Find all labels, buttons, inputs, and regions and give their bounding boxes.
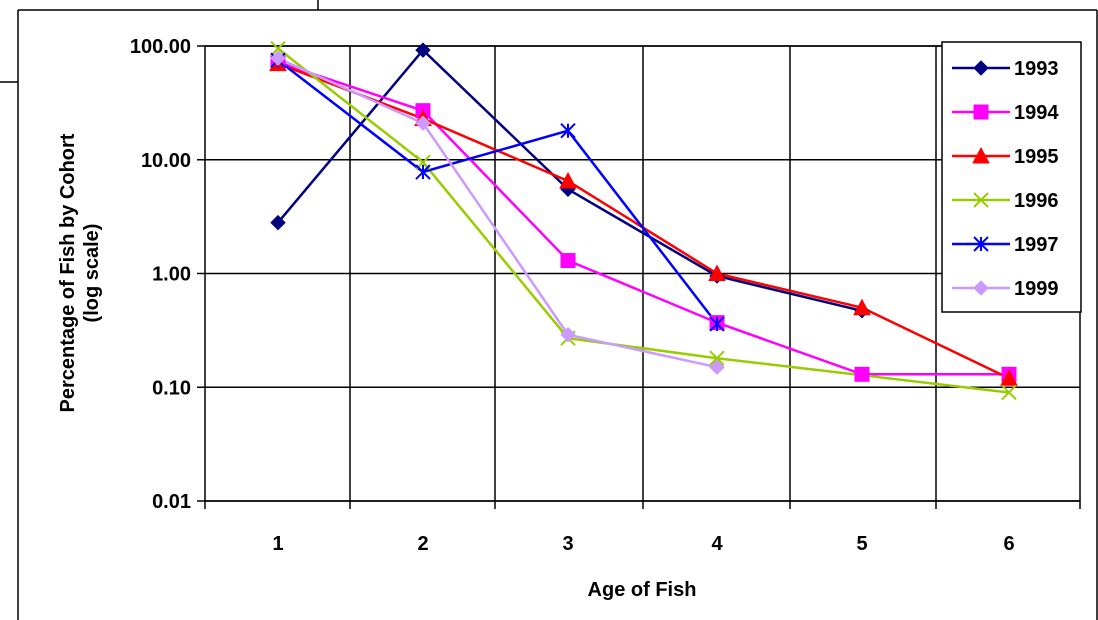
x-tick-label: 3 [562, 533, 573, 555]
y-axis-title-line1: Percentage of Fish by Cohort [57, 133, 79, 412]
data-point-1997 [415, 164, 431, 180]
legend-entries: 1993 1994 1995 1996 1997 1999 [952, 58, 1059, 300]
y-tick-label: 10.00 [141, 150, 191, 172]
series-markers [269, 40, 1018, 401]
legend-label-1999: 1999 [1014, 278, 1059, 300]
x-tick-label: 1 [272, 533, 283, 555]
data-point-1997 [560, 123, 576, 139]
legend-box [941, 41, 1082, 313]
legend-marker-1997 [973, 236, 989, 252]
legend-marker-1994 [973, 104, 989, 120]
x-tick-labels: 1 2 3 4 5 6 [272, 533, 1014, 555]
legend-label-1996: 1996 [1014, 190, 1059, 212]
data-point-1999 [709, 359, 725, 375]
y-tick-label: 100.00 [130, 36, 191, 58]
x-tick-label: 2 [417, 533, 428, 555]
data-point-1993 [415, 42, 431, 58]
x-axis-title: Age of Fish [588, 579, 697, 601]
data-point-1995 [559, 171, 577, 189]
y-axis-title: Percentage of Fish by Cohort (log scale) [57, 133, 103, 412]
data-point-1995 [708, 264, 726, 281]
legend-marker-1993 [973, 60, 989, 76]
legend-marker-1995 [972, 146, 990, 164]
x-tick-label: 6 [1003, 533, 1014, 555]
data-point-1999 [560, 326, 576, 343]
legend-label-1997: 1997 [1014, 234, 1059, 256]
legend-label-1994: 1994 [1014, 102, 1059, 124]
legend-marker-1996 [973, 192, 989, 208]
data-point-1999 [270, 50, 286, 66]
data-point-1994 [560, 253, 576, 269]
y-tick-label: 0.01 [152, 491, 191, 513]
series-line-1999 [277, 57, 718, 369]
series-line-1994 [277, 61, 1009, 376]
x-tick-label: 4 [711, 533, 723, 555]
x-tick-label: 5 [856, 533, 867, 555]
data-point-1994 [854, 366, 870, 382]
legend: 1993 1994 1995 1996 1997 1999 [941, 41, 1082, 313]
legend-marker-1999 [973, 280, 989, 296]
data-point-1993 [270, 214, 286, 231]
series-line-1997 [277, 59, 718, 325]
y-tick-label: 0.10 [152, 377, 191, 399]
data-point-1995 [1000, 369, 1018, 386]
data-point-1999 [415, 115, 431, 131]
data-point-1996 [1001, 384, 1017, 401]
data-point-1996 [270, 40, 286, 57]
data-point-1995 [853, 298, 871, 316]
data-point-1996 [709, 350, 725, 366]
data-point-1997 [709, 316, 725, 332]
y-tick-label: 1.00 [152, 264, 191, 286]
y-tick-labels: 100.00 10.00 1.00 0.10 0.01 [130, 36, 191, 513]
y-axis-title-line2: (log scale) [81, 224, 103, 323]
vertical-gridlines [204, 46, 1081, 509]
plot-area [197, 40, 1081, 509]
legend-label-1995: 1995 [1014, 146, 1059, 168]
legend-label-1993: 1993 [1014, 58, 1059, 80]
